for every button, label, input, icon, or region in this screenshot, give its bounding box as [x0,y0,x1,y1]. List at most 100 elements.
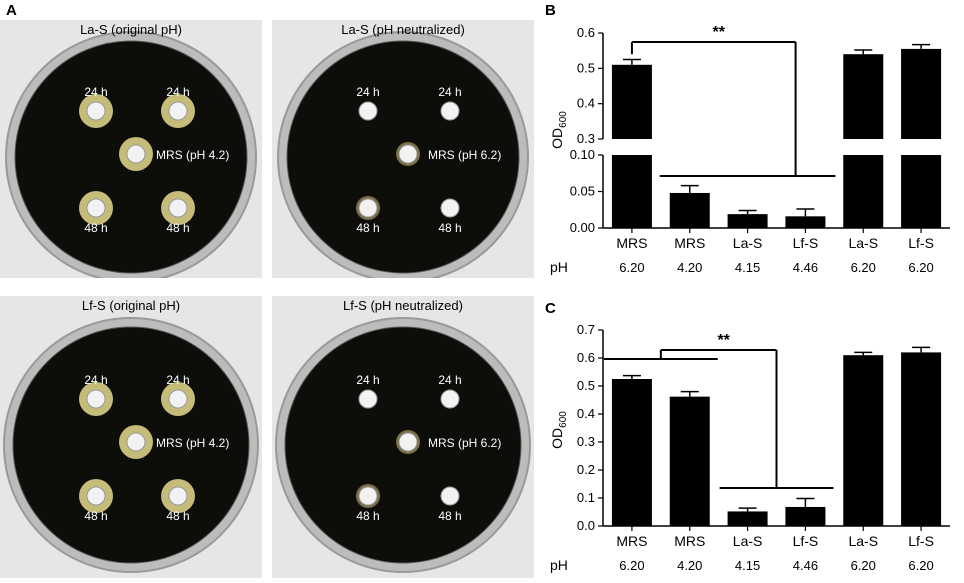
spot-label: 24 h [356,373,379,387]
spot-label: 48 h [356,221,379,235]
y-tick-label: 0.2 [577,462,595,477]
plate-title: Lf-S (original pH) [82,298,180,313]
sample-well [86,101,106,121]
sample-well [168,101,188,121]
plate-photo-lf-s-original: Lf-S (original pH) 24 h 24 h MRS (pH 4.2) 48… [0,296,262,578]
sample-well [168,486,188,506]
sample-well [358,198,378,218]
plate-svg: Lf-S (pH neutralized) 24 h 24 h MRS (pH 6.2… [272,296,534,578]
x-tick-label: Lf-S [908,533,934,549]
plate-title: La-S (pH neutralized) [341,22,465,37]
sample-well [358,101,378,121]
x-tick-label: Lf-S [793,235,819,251]
ph-value: 4.46 [793,260,818,275]
plate-svg: Lf-S (original pH) 24 h 24 h MRS (pH 4.2) 48… [0,296,262,578]
bar [901,48,942,139]
ph-value: 4.15 [735,260,760,275]
sample-well [440,198,460,218]
y-tick-label: 0.00 [570,220,595,235]
y-tick-label: 0.7 [577,322,595,337]
plate-svg: La-S (original pH) 24 h 24 h MRS (pH 4.2) 48… [0,20,262,283]
spot-label: 48 h [438,509,461,523]
bar [727,511,768,526]
sample-well [358,486,378,506]
sample-well [358,389,378,409]
ph-value: 6.20 [908,558,933,573]
sample-well [168,198,188,218]
spot-label: 24 h [356,85,379,99]
y-tick-label: 0.5 [577,60,595,75]
y-tick-label: 0.3 [577,131,595,146]
y-tick-label: 0.10 [570,147,595,162]
spot-label: 48 h [166,221,189,235]
spot-label: 48 h [84,221,107,235]
x-tick-label: La-S [848,235,878,251]
plate-title: Lf-S (pH neutralized) [343,298,463,313]
ph-row-label: pH [550,557,568,573]
sample-well [168,389,188,409]
sample-well [86,486,106,506]
y-tick-label: 0.0 [577,518,595,533]
spot-label: 48 h [438,221,461,235]
spot-label: MRS (pH 4.2) [156,148,229,162]
sample-well [398,144,418,164]
x-tick-label: Lf-S [908,235,934,251]
ph-value: 6.20 [851,260,876,275]
y-tick-label: 0.1 [577,490,595,505]
spot-label: 48 h [356,509,379,523]
x-tick-label: MRS [616,235,647,251]
x-tick-label: MRS [674,235,705,251]
significance-mark: ** [717,332,730,349]
sample-well [398,432,418,452]
bar [785,216,826,228]
sample-well [86,198,106,218]
panel-label-a: A [6,2,17,19]
plate-photo-la-s-original: La-S (original pH) 24 h 24 h MRS (pH 4.2) 48… [0,20,262,283]
panel-label-c: C [545,300,556,317]
y-tick-label: 0.05 [570,184,595,199]
chart-c: 0.0 0.1 0.2 0.3 0.4 0.5 0.6 0.7 MRS 6.20 MRS 4.20 La… [549,322,950,573]
ph-value: 6.20 [851,558,876,573]
bar [611,155,652,228]
bar [611,64,652,139]
y-tick-label: 0.4 [577,406,595,421]
spot-label: 48 h [166,509,189,523]
y-tick-label: 0.6 [577,350,595,365]
spot-label: 24 h [166,85,189,99]
spot-label: 24 h [84,85,107,99]
plate-title: La-S (original pH) [80,22,182,37]
ph-row-label: pH [550,259,568,275]
bar [727,214,768,228]
x-tick-label: MRS [616,533,647,549]
x-tick-label: La-S [733,235,763,251]
bar [611,379,652,526]
y-tick-label: 0.3 [577,434,595,449]
bar [843,54,884,140]
sample-well [86,389,106,409]
bar [843,355,884,526]
bar [669,192,710,228]
significance-mark: ** [713,24,726,41]
ph-value: 4.20 [677,558,702,573]
bar [843,155,884,228]
x-tick-label: Lf-S [793,533,819,549]
spot-label: 24 h [438,85,461,99]
y-tick-label: 0.4 [577,96,595,111]
ph-value: 6.20 [619,260,644,275]
ph-value: 4.46 [793,558,818,573]
plate-photo-lf-s-neutralized: Lf-S (pH neutralized) 24 h 24 h MRS (pH 6.2… [272,296,534,578]
bar [785,506,826,526]
bar [901,352,942,526]
panel-label-b: B [545,2,556,19]
ph-value: 4.15 [735,558,760,573]
sample-well [126,432,146,452]
sample-well [440,101,460,121]
spot-label: MRS (pH 6.2) [428,148,501,162]
sample-well [126,144,146,164]
y-axis-label: OD600 [549,411,569,449]
bar [901,155,942,228]
spot-label: 24 h [84,373,107,387]
ph-value: 4.20 [677,260,702,275]
spot-label: MRS (pH 4.2) [156,436,229,450]
ph-value: 6.20 [908,260,933,275]
